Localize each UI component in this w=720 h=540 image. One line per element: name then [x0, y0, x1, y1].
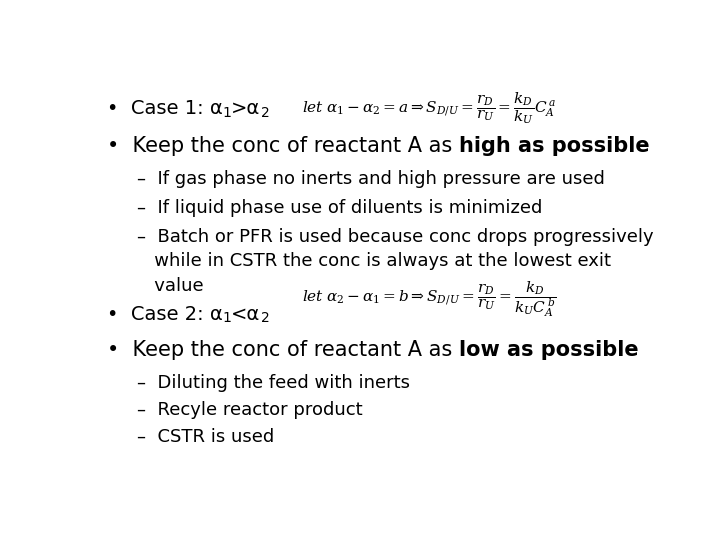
- Text: <α: <α: [231, 305, 261, 324]
- Text: high as possible: high as possible: [459, 136, 649, 156]
- Text: –  Recyle reactor product: – Recyle reactor product: [138, 401, 363, 419]
- Text: 1: 1: [222, 106, 231, 120]
- Text: •  Case 1: α: • Case 1: α: [107, 99, 222, 118]
- Text: –  CSTR is used: – CSTR is used: [138, 428, 275, 446]
- Text: 2: 2: [261, 106, 269, 120]
- Text: value: value: [138, 276, 204, 295]
- Text: •  Keep the conc of reactant A as: • Keep the conc of reactant A as: [107, 340, 459, 360]
- Text: •  Case 2: α: • Case 2: α: [107, 305, 222, 324]
- Text: 2: 2: [261, 312, 269, 326]
- Text: $\mathit{let}\;\alpha_1 - \alpha_2 = a \Rightarrow S_{D/U} = \dfrac{r_D}{r_U} = : $\mathit{let}\;\alpha_1 - \alpha_2 = a \…: [302, 91, 556, 126]
- Text: •  Keep the conc of reactant A as: • Keep the conc of reactant A as: [107, 136, 459, 156]
- Text: low as possible: low as possible: [459, 340, 638, 360]
- Text: –  Diluting the feed with inerts: – Diluting the feed with inerts: [138, 374, 410, 392]
- Text: >α: >α: [231, 99, 261, 118]
- Text: 1: 1: [222, 312, 231, 326]
- Text: –  If gas phase no inerts and high pressure are used: – If gas phase no inerts and high pressu…: [138, 170, 606, 188]
- Text: while in CSTR the conc is always at the lowest exit: while in CSTR the conc is always at the …: [138, 253, 611, 271]
- Text: $\mathit{let}\;\alpha_2 - \alpha_1 = b \Rightarrow S_{D/U} = \dfrac{r_D}{r_U} = : $\mathit{let}\;\alpha_2 - \alpha_1 = b \…: [302, 280, 557, 320]
- Text: –  Batch or PFR is used because conc drops progressively: – Batch or PFR is used because conc drop…: [138, 228, 654, 246]
- Text: –  If liquid phase use of diluents is minimized: – If liquid phase use of diluents is min…: [138, 199, 543, 217]
